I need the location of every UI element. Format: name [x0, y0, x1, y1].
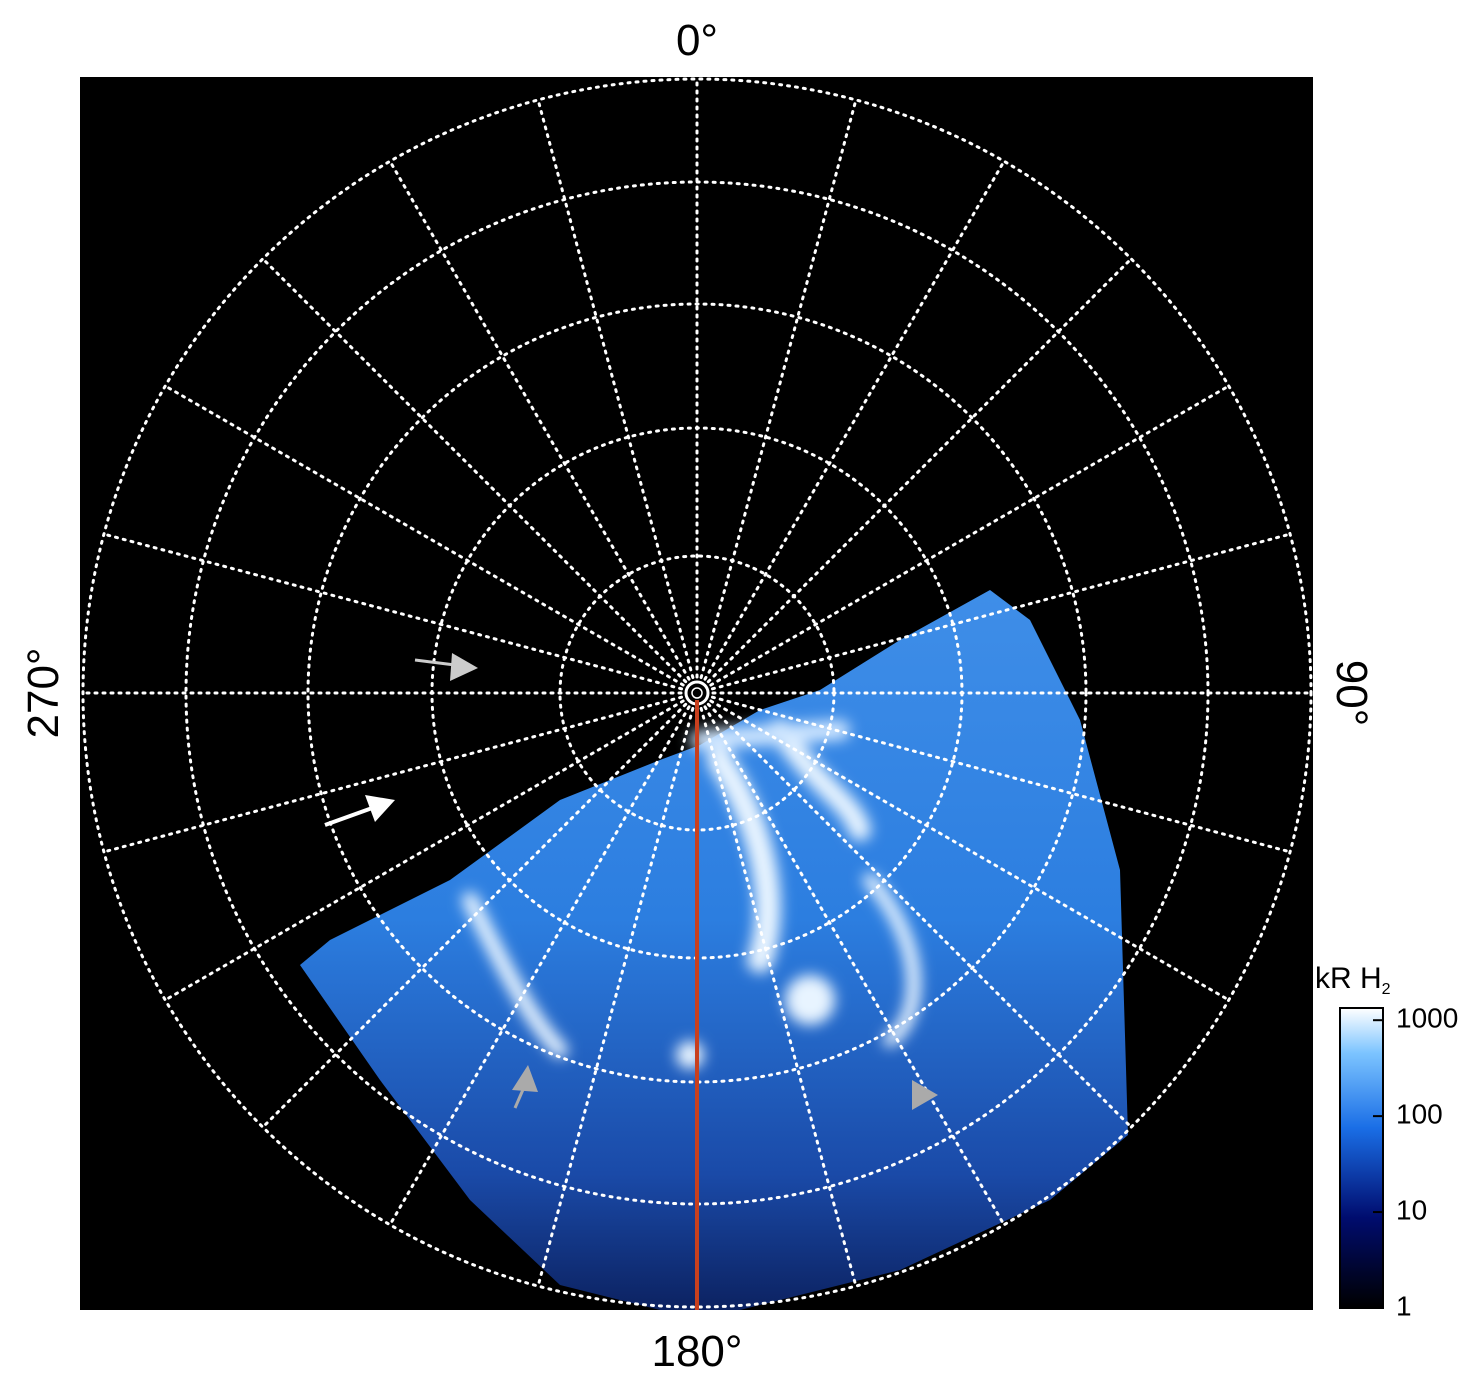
- meridian: [261, 702, 688, 1129]
- meridian: [699, 706, 858, 1288]
- meridian: [536, 706, 695, 1288]
- aurora-image: [300, 590, 1128, 1310]
- colorbar-tick-label: 10: [1396, 1194, 1427, 1225]
- colorbar: [1339, 1007, 1384, 1309]
- meridian: [703, 705, 1006, 1227]
- right-label: 90°: [1327, 660, 1376, 727]
- meridian: [710, 532, 1292, 691]
- pole-marker: [691, 687, 703, 699]
- meridian: [709, 384, 1231, 687]
- arrows: [324, 653, 938, 1110]
- colorbar-tick-label: 1000: [1396, 1003, 1458, 1034]
- left-label: 270°: [19, 647, 68, 738]
- latitude-circle: [81, 77, 1313, 1309]
- meridian: [536, 98, 695, 680]
- meridian: [703, 159, 1006, 681]
- meridian: [699, 98, 858, 680]
- meridian: [261, 257, 688, 684]
- meridian: [706, 257, 1133, 684]
- colorbar-title: kR H2: [1315, 962, 1391, 998]
- colorbar-title-main: kR H: [1315, 962, 1382, 995]
- meridian: [102, 695, 684, 854]
- meridian: [706, 702, 1133, 1129]
- meridian: [163, 699, 685, 1002]
- meridian: [709, 699, 1231, 1002]
- top-label: 0°: [676, 16, 718, 65]
- bottom-label: 180°: [651, 1327, 742, 1376]
- meridian: [163, 384, 685, 687]
- colorbar-tick-label: 1: [1396, 1290, 1412, 1321]
- meridian: [710, 695, 1292, 854]
- meridian: [102, 532, 684, 691]
- colorbar-title-subscript: 2: [1382, 981, 1391, 998]
- meridian: [388, 159, 691, 681]
- meridian: [388, 705, 691, 1227]
- colorbar-tick-label: 100: [1396, 1099, 1443, 1130]
